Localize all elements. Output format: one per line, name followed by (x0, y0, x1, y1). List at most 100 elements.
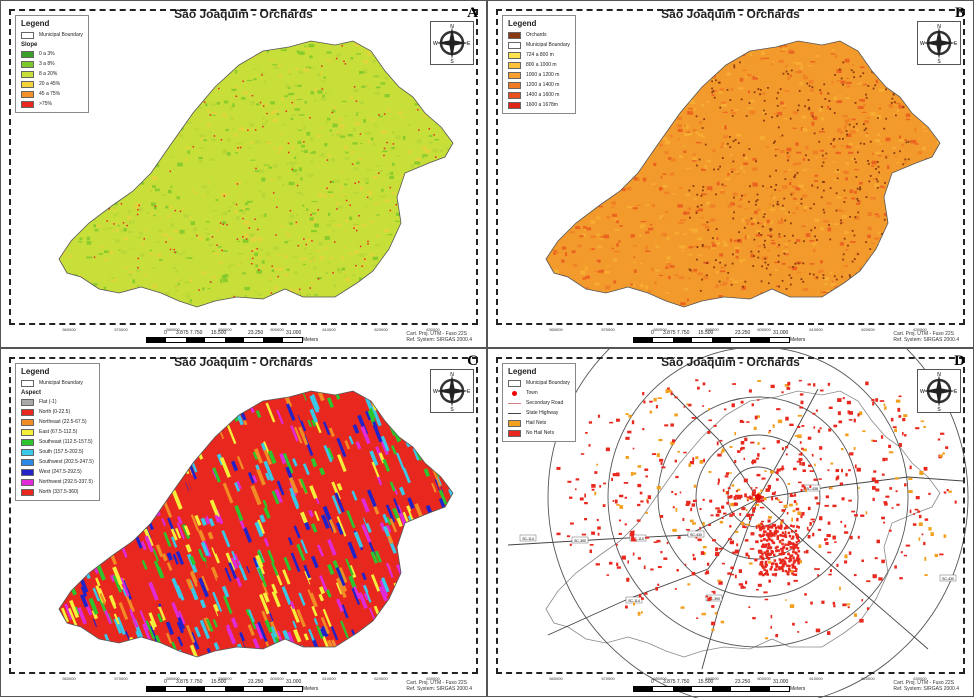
legend-label: Hail Nets (526, 420, 546, 426)
legend: Legend Municipal Boundary Slope 0 a 3% 3 a 8… (15, 15, 89, 113)
svg-text:W: W (920, 41, 925, 47)
legend-label: Flat (-1) (39, 399, 57, 405)
scale-label: 0 (164, 679, 167, 685)
legend-label: 0 a 3% (39, 51, 55, 57)
legend-swatch (508, 42, 521, 49)
legend-item: West (247.5-292.5) (21, 467, 94, 477)
legend-swatch (21, 91, 34, 98)
legend-swatch (21, 479, 34, 486)
legend-item: Municipal Boundary (21, 30, 83, 40)
legend-item: >75% (21, 99, 83, 109)
x-tick-label: 570000 (601, 327, 614, 332)
legend-label: No Hail Nets (526, 430, 554, 436)
legend-item: Flat (-1) (21, 397, 94, 407)
legend-label: Northwest (292.5-337.5) (39, 479, 93, 485)
svg-text:W: W (433, 41, 438, 47)
legend-item: 1000 a 1200 m (508, 70, 570, 80)
scale-label: 23.250 (735, 330, 750, 336)
legend-item: Northeast (22.5-67.5) (21, 417, 94, 427)
x-tick-label: 560000 (62, 327, 75, 332)
legend-label: 1200 a 1400 m (526, 82, 559, 88)
legend-item: 3 a 8% (21, 59, 83, 69)
legend-swatch (21, 61, 34, 68)
scale-unit: Meters (790, 337, 805, 343)
scale-label: 3.875 7.750 (663, 330, 689, 336)
svg-text:S: S (450, 407, 454, 412)
legend-section-title: Slope (21, 42, 83, 48)
legend-label: 45 a 75% (39, 91, 60, 97)
legend-item: 724 a 800 m (508, 50, 570, 60)
x-tick-label: 610000 (322, 327, 335, 332)
legend-label: Municipal Boundary (526, 380, 570, 386)
legend-title: Legend (21, 367, 94, 376)
legend-swatch (21, 409, 34, 416)
x-tick-label: 610000 (809, 327, 822, 332)
scale-label: 0 (651, 330, 654, 336)
legend-swatch (21, 81, 34, 88)
legend-label: Northeast (22.5-67.5) (39, 419, 87, 425)
legend-label: 1000 a 1200 m (526, 72, 559, 78)
legend-swatch (508, 62, 521, 69)
panel-letter: B (955, 5, 965, 22)
scale-bar-graphic (146, 337, 303, 343)
scale-label: 0 (164, 330, 167, 336)
legend-swatch (508, 420, 521, 427)
legend-swatch (508, 32, 521, 39)
legend-label: 1600 a 1678m (526, 102, 558, 108)
legend-title: Legend (21, 19, 83, 28)
x-tick-label: 570000 (601, 676, 614, 681)
legend-label: State Highway (526, 410, 558, 416)
legend-swatch (508, 72, 521, 79)
scale-label: 31.000 (773, 679, 788, 685)
legend-item: 20 a 45% (21, 79, 83, 89)
panel-letter: D (954, 353, 965, 370)
scale-unit: Meters (303, 337, 318, 343)
legend-label: Municipal Boundary (526, 42, 570, 48)
scale-unit: Meters (303, 686, 318, 692)
x-tick-label: 560000 (549, 327, 562, 332)
x-tick-label: 620000 (374, 327, 387, 332)
legend-swatch (21, 419, 34, 426)
scale-label: 0 (651, 679, 654, 685)
legend-label: East (67.5-112.5) (39, 429, 77, 435)
svg-text:S: S (937, 59, 941, 64)
legend-item: Municipal Boundary (508, 40, 570, 50)
legend-item: 800 a 1000 m (508, 60, 570, 70)
legend-item: North (337.5-360) (21, 487, 94, 497)
legend-swatch (508, 52, 521, 59)
scale-unit: Meters (790, 686, 805, 692)
scale-bar-graphic (633, 686, 790, 692)
x-tick-label: 570000 (114, 676, 127, 681)
svg-text:N: N (450, 24, 454, 30)
scale-label: 31.000 (286, 330, 301, 336)
scale-label: 15.500 (211, 330, 226, 336)
legend-item: State Highway (508, 408, 570, 418)
legend-label: >75% (39, 101, 52, 107)
x-tick-label: 560000 (549, 676, 562, 681)
legend-title: Legend (508, 367, 570, 376)
scale-label: 3.875 7.750 (176, 679, 202, 685)
legend-item: Orchards (508, 30, 570, 40)
scale-label: 31.000 (773, 330, 788, 336)
legend-item: East (67.5-112.5) (21, 427, 94, 437)
legend-item: Hail Nets (508, 418, 570, 428)
legend-swatch (21, 399, 34, 406)
legend-label: 724 a 800 m (526, 52, 554, 58)
legend-item: No Hail Nets (508, 428, 570, 438)
legend-label: South (157.5-202.5) (39, 449, 83, 455)
legend-label: West (247.5-292.5) (39, 469, 82, 475)
legend-label: Municipal Boundary (39, 32, 83, 38)
x-tick-label: 620000 (861, 676, 874, 681)
